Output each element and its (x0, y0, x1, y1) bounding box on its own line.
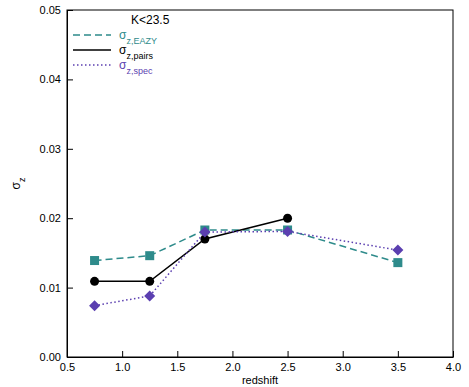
series-line (95, 218, 288, 281)
legend-swatch (73, 49, 111, 51)
plot: 0.5 1.0 1.5 2.0 2.5 3.0 3.5 4.0 0.00 0.01 0.02 0.03… (40, 4, 462, 373)
series-marker (89, 300, 100, 311)
y-tick: 0.00 (40, 351, 73, 363)
data (89, 214, 403, 311)
x-axis: 0.5 1.0 1.5 2.0 2.5 3.0 3.5 4.0 (60, 351, 461, 373)
x-tick-mark (122, 351, 123, 357)
x-tick: 3.0 (336, 351, 351, 373)
x-tick-label: 2.5 (280, 361, 295, 373)
legend-swatch (73, 64, 111, 66)
y-tick-label: 0.00 (40, 351, 61, 363)
y-tick: 0.05 (40, 4, 73, 16)
x-tick: 1.5 (170, 351, 185, 373)
y-axis-title: σz (9, 177, 27, 189)
x-tick-mark (398, 351, 399, 357)
y-tick-label: 0.04 (40, 73, 61, 85)
annotation: K<23.5 (131, 13, 170, 27)
y-axis-line (67, 11, 68, 358)
x-tick-label: 1.0 (115, 361, 130, 373)
x-tick-mark (232, 351, 233, 357)
y-tick: 0.03 (40, 143, 73, 155)
series-marker (393, 258, 402, 267)
y-tick: 0.02 (40, 212, 73, 224)
y-tick-mark (67, 10, 73, 11)
x-tick: 3.5 (391, 351, 406, 373)
x-axis-line (68, 357, 454, 358)
series-marker (145, 251, 154, 260)
legend-label: σz,spec (119, 58, 153, 76)
series-marker (283, 214, 292, 223)
x-tick: 2.5 (280, 351, 295, 373)
series-marker (90, 277, 99, 286)
y-tick-mark (67, 357, 73, 358)
series-marker (282, 226, 293, 237)
series-marker (199, 227, 210, 238)
x-tick-mark (453, 351, 454, 357)
y-tick-mark (67, 218, 73, 219)
y-tick-mark (67, 149, 73, 150)
series-marker (392, 245, 403, 256)
x-tick: 4.0 (446, 351, 461, 373)
y-tick-mark (67, 288, 73, 289)
y-tick: 0.01 (40, 282, 73, 294)
y-tick-label: 0.01 (40, 282, 61, 294)
x-axis-title: redshift (242, 374, 278, 386)
x-tick: 2.0 (225, 351, 240, 373)
x-tick-label: 2.0 (225, 361, 240, 373)
series-marker (145, 277, 154, 286)
series-line (95, 231, 398, 305)
chart: 0.5 1.0 1.5 2.0 2.5 3.0 3.5 4.0 0.00 0.01 0.02 0.03… (0, 0, 469, 387)
x-tick-label: 3.5 (391, 361, 406, 373)
series-marker (90, 256, 99, 265)
x-tick-label: 3.0 (336, 361, 351, 373)
series-line (95, 230, 398, 263)
y-axis: 0.00 0.01 0.02 0.03 0.04 0.05 (40, 4, 73, 363)
y-tick: 0.04 (40, 73, 73, 85)
x-tick-mark (177, 351, 178, 357)
x-tick: 1.0 (115, 351, 130, 373)
frame (67, 10, 453, 357)
y-tick-label: 0.05 (40, 4, 61, 16)
x-tick-label: 0.5 (60, 361, 75, 373)
y-tick-mark (67, 79, 73, 80)
legend: σz,EAZYσz,pairsσz,spec (73, 28, 157, 76)
x-tick-mark (288, 351, 289, 357)
x-tick-label: 1.5 (170, 361, 185, 373)
x-tick-mark (343, 351, 344, 357)
legend-swatch (73, 34, 111, 36)
series-marker (144, 290, 155, 301)
y-tick-label: 0.02 (40, 212, 61, 224)
y-tick-label: 0.03 (40, 143, 61, 155)
x-tick-label: 4.0 (446, 361, 461, 373)
